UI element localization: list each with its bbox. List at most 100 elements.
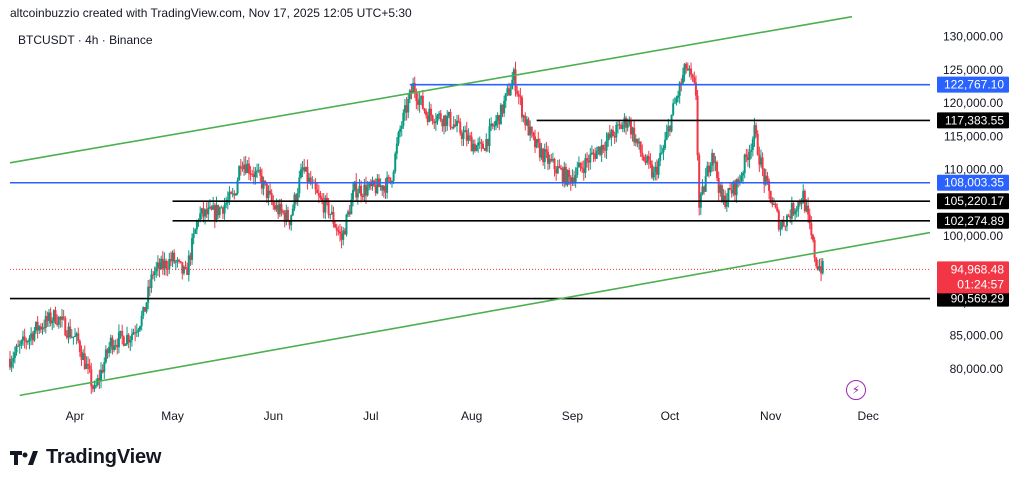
candle-body-498	[818, 266, 821, 270]
candle-body-295	[488, 126, 491, 146]
candle-body-165	[277, 205, 280, 215]
candle-body-198	[330, 211, 333, 215]
candle-body-495	[813, 239, 816, 258]
candle-body-331	[547, 151, 550, 164]
candle-body-244	[405, 105, 408, 113]
last-price-badge-bg	[937, 261, 1009, 294]
candle-body-399	[657, 160, 660, 175]
candle-body-52	[93, 385, 96, 389]
candle-body-254	[421, 95, 424, 109]
candle-body-359	[592, 152, 595, 154]
alert-bolt-icon[interactable]: ⚡	[846, 380, 866, 400]
candle-body-76	[132, 332, 135, 335]
candle-body-281	[465, 130, 468, 141]
candle-body-204	[340, 233, 343, 240]
y-tick-label-1: 85,000.00	[950, 329, 1004, 343]
candle-body-393	[647, 156, 650, 161]
candle-body-66	[116, 345, 119, 348]
candle-body-455	[748, 151, 751, 161]
candle-body-290	[480, 142, 483, 144]
candle-body-98	[168, 259, 171, 270]
candle-body-36	[67, 326, 70, 338]
candle-body-275	[455, 120, 458, 127]
candle-body-332	[548, 158, 551, 164]
candle-body-448	[737, 179, 740, 184]
candle-body-249	[413, 83, 416, 94]
candle-body-322	[532, 132, 535, 137]
candle-body-430	[707, 165, 710, 173]
candle-body-166	[278, 203, 281, 215]
level-badge-1-bg	[937, 112, 1009, 129]
candle-body-432	[711, 152, 714, 166]
y-tick-label-6: 110,000.00	[944, 162, 1003, 176]
candle-body-434	[714, 162, 717, 164]
candle-body-234	[389, 177, 392, 184]
y-tick-label-0: 80,000.00	[950, 362, 1004, 376]
brand-name: TradingView	[46, 446, 162, 468]
candle-body-483	[794, 211, 797, 215]
candle-body-479	[787, 215, 790, 217]
candle-body-419	[690, 68, 693, 75]
candle-body-343	[566, 170, 569, 185]
candle-body-200	[334, 223, 337, 228]
candle-body-287	[475, 145, 478, 152]
candle-body-3	[13, 352, 16, 359]
candle-body-282	[467, 135, 470, 141]
candle-body-413	[680, 82, 683, 84]
candle-body-387	[638, 141, 641, 144]
x-tick-label-7: Nov	[760, 409, 781, 423]
candle-body-178	[298, 177, 301, 194]
candle-body-476	[782, 221, 785, 226]
candle-body-147	[247, 163, 250, 174]
x-tick-label-3: Jul	[363, 409, 378, 423]
tradingview-logo[interactable]: TradingView	[10, 446, 161, 469]
candle-body-355	[586, 158, 589, 161]
candle-body-403	[664, 139, 667, 149]
level-badge-0-bg	[937, 76, 1009, 93]
candle-body-218	[363, 184, 366, 197]
candle-body-22	[44, 316, 47, 328]
candle-body-137	[231, 193, 234, 195]
candle-body-406	[668, 126, 671, 132]
candle-body-402	[662, 148, 665, 153]
candle-body-397	[654, 166, 657, 172]
candle-body-334	[551, 159, 554, 161]
candle-body-95	[163, 260, 166, 269]
candle-body-159	[267, 190, 270, 198]
candle-body-46	[83, 353, 86, 369]
candle-body-99	[169, 259, 172, 262]
candle-body-11	[26, 341, 29, 343]
candle-body-151	[254, 171, 257, 178]
candle-body-15	[33, 330, 36, 341]
candle-body-78	[135, 331, 138, 333]
candle-body-401	[660, 152, 663, 154]
candle-body-42	[77, 333, 80, 342]
price-badges-layer: 122,767.10 117,383.55 108,003.35 105,220.17…	[937, 76, 1009, 307]
symbol-label[interactable]: BTCUSDT · 4h · Binance	[18, 33, 153, 47]
candle-body-161	[270, 193, 273, 202]
candle-body-437	[719, 185, 722, 193]
candle-body-420	[691, 74, 694, 78]
candle-body-398	[655, 166, 658, 175]
candle-body-106	[181, 262, 184, 274]
level-badge-2-bg	[937, 174, 1009, 191]
candle-body-97	[166, 268, 169, 270]
candle-body-300	[496, 115, 499, 121]
candle-body-14	[31, 333, 34, 341]
candle-body-12	[28, 337, 31, 342]
candle-body-453	[745, 154, 748, 157]
candle-body-469	[771, 202, 774, 205]
candle-body-213	[355, 181, 358, 198]
candle-body-77	[134, 332, 137, 334]
candle-body-196	[327, 200, 330, 215]
candle-body-385	[634, 138, 637, 143]
candle-body-87	[150, 274, 153, 288]
candle-body-441	[725, 200, 728, 207]
candle-body-339	[560, 168, 563, 170]
candle-body-305	[504, 93, 507, 101]
candle-body-481	[790, 203, 793, 219]
candle-body-226	[376, 178, 379, 194]
candle-body-115	[195, 221, 198, 230]
candle-body-329	[543, 149, 546, 163]
